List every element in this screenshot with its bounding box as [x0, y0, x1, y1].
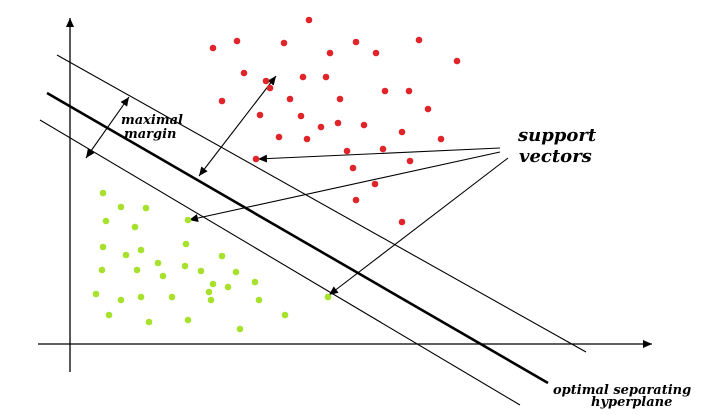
red-data-point: [286, 95, 294, 103]
optimal-hyperplane-line: [46, 91, 549, 385]
green-data-point: [99, 189, 107, 197]
margin-arrow-right: [198, 75, 277, 177]
green-data-point: [102, 217, 110, 225]
green-data-point: [224, 283, 232, 291]
green-data-point: [182, 240, 190, 248]
red-data-point: [326, 49, 334, 57]
green-data-point: [159, 272, 167, 280]
green-data-point: [324, 293, 332, 301]
green-data-point: [251, 278, 259, 286]
red-data-point: [336, 95, 344, 103]
red-data-point: [266, 84, 274, 92]
green-class-points: [92, 189, 332, 333]
red-data-point: [218, 97, 226, 105]
green-data-point: [218, 252, 226, 260]
green-data-point: [181, 262, 189, 270]
green-data-point: [133, 266, 141, 274]
red-data-point: [406, 157, 414, 165]
red-data-point: [303, 135, 311, 143]
green-data-point: [131, 223, 139, 231]
green-data-point: [98, 266, 106, 274]
green-data-point: [92, 290, 100, 298]
green-data-point: [184, 216, 192, 224]
red-data-point: [371, 180, 379, 188]
red-data-point: [379, 145, 387, 153]
red-data-point: [256, 111, 264, 119]
green-data-point: [255, 296, 263, 304]
red-data-point: [405, 87, 413, 95]
maximal-margin-label-line1: maximal: [121, 113, 183, 128]
red-data-point: [280, 39, 288, 47]
red-data-point: [334, 119, 342, 127]
support-vectors-label-line1: support: [518, 125, 597, 146]
green-data-point: [184, 316, 192, 324]
green-data-point: [117, 203, 125, 211]
red-data-point: [262, 77, 270, 85]
red-data-point: [343, 147, 351, 155]
red-data-point: [352, 196, 360, 204]
red-data-point: [240, 69, 248, 77]
red-data-point: [360, 121, 368, 129]
hyperplane-label-line1: optimal separating: [553, 383, 692, 398]
green-data-point: [207, 296, 215, 304]
green-data-point: [236, 325, 244, 333]
green-data-point: [105, 311, 113, 319]
red-data-point: [398, 218, 406, 226]
red-data-point: [209, 44, 217, 52]
sv-arrow-red: [257, 147, 501, 163]
sv-arrow-green-top: [188, 151, 501, 222]
red-data-point: [424, 105, 432, 113]
red-data-point: [317, 123, 325, 131]
green-data-point: [168, 293, 176, 301]
lower-margin-line: [39, 119, 521, 406]
red-data-point: [437, 135, 445, 143]
red-data-point: [349, 164, 357, 172]
green-data-point: [137, 246, 145, 254]
green-data-point: [281, 311, 289, 319]
upper-margin-line: [56, 54, 587, 353]
green-data-point: [137, 293, 145, 301]
red-data-point: [372, 49, 380, 57]
support-vectors-label-line2: vectors: [519, 146, 592, 167]
green-data-point: [122, 251, 130, 259]
red-data-point: [453, 57, 461, 65]
margin-arrow-left: [85, 96, 130, 159]
red-data-point: [252, 155, 260, 163]
green-data-point: [232, 268, 240, 276]
sv-arrow-green-bottom: [328, 157, 509, 296]
red-data-point: [415, 36, 423, 44]
red-data-point: [352, 38, 360, 46]
red-data-point: [322, 73, 330, 81]
green-data-point: [154, 259, 162, 267]
green-data-point: [99, 243, 107, 251]
green-data-point: [209, 280, 217, 288]
green-data-point: [205, 288, 213, 296]
red-class-points: [209, 16, 461, 226]
red-data-point: [305, 16, 313, 24]
red-data-point: [233, 37, 241, 45]
red-data-point: [398, 128, 406, 136]
green-data-point: [142, 204, 150, 212]
green-data-point: [117, 296, 125, 304]
red-data-point: [297, 112, 305, 120]
green-data-point: [197, 267, 205, 275]
maximal-margin-label-line2: margin: [124, 127, 177, 142]
green-data-point: [145, 318, 153, 326]
red-data-point: [299, 73, 307, 81]
red-data-point: [275, 133, 283, 141]
red-data-point: [381, 87, 389, 95]
hyperplane-label-line2: hyperplane: [591, 395, 673, 410]
